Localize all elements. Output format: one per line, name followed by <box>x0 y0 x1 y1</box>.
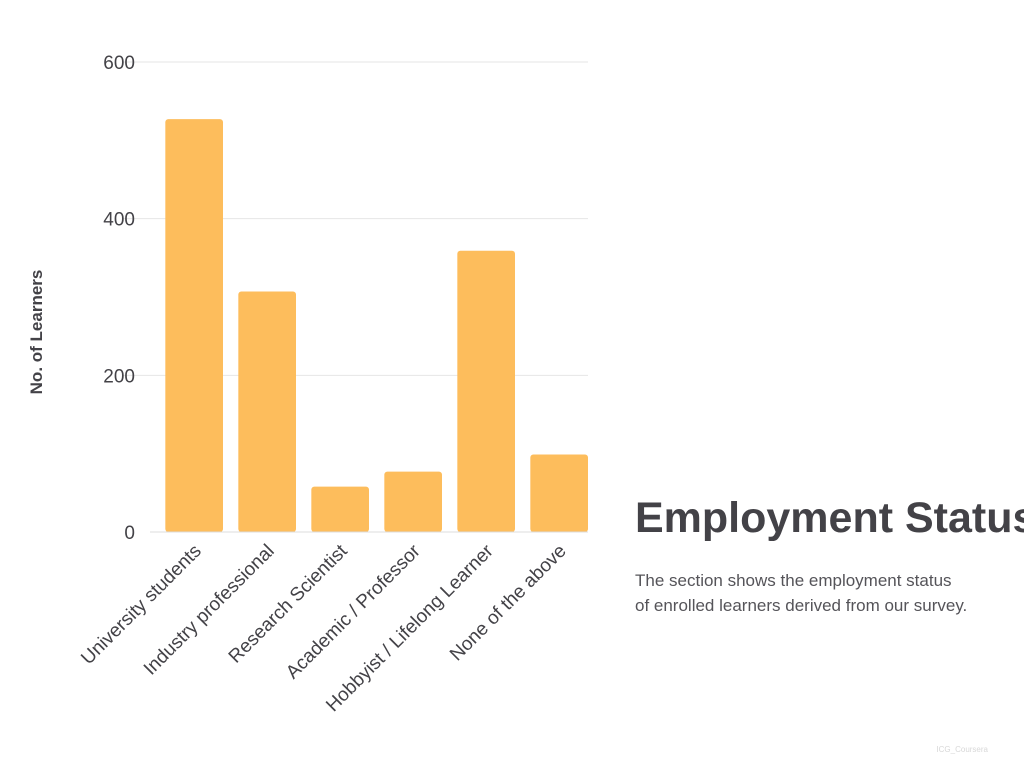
bar-5 <box>530 454 588 532</box>
x-tick-label-0: University students <box>77 541 205 669</box>
bar-2 <box>311 486 369 532</box>
employment-bar-chart: 0 200 400 600 No. of Learners University stud… <box>27 53 588 716</box>
y-tick-label-400: 400 <box>103 210 135 231</box>
section-title: Employment Status <box>635 494 1024 542</box>
x-tick-label-3: Academic / Professor <box>282 540 425 683</box>
x-tick-label-1: Industry professional <box>140 541 279 680</box>
bar-0 <box>165 119 223 532</box>
bar-4 <box>457 250 515 533</box>
y-tick-label-600: 600 <box>103 53 135 74</box>
y-axis-title: No. of Learners <box>27 270 46 395</box>
watermark: ICG_Coursera <box>936 745 988 754</box>
bar-3 <box>384 471 442 532</box>
bar-1 <box>238 291 296 532</box>
y-tick-label-200: 200 <box>103 366 135 387</box>
y-tick-label-0: 0 <box>124 523 135 544</box>
section-description: The section shows the employment status … <box>635 571 968 615</box>
